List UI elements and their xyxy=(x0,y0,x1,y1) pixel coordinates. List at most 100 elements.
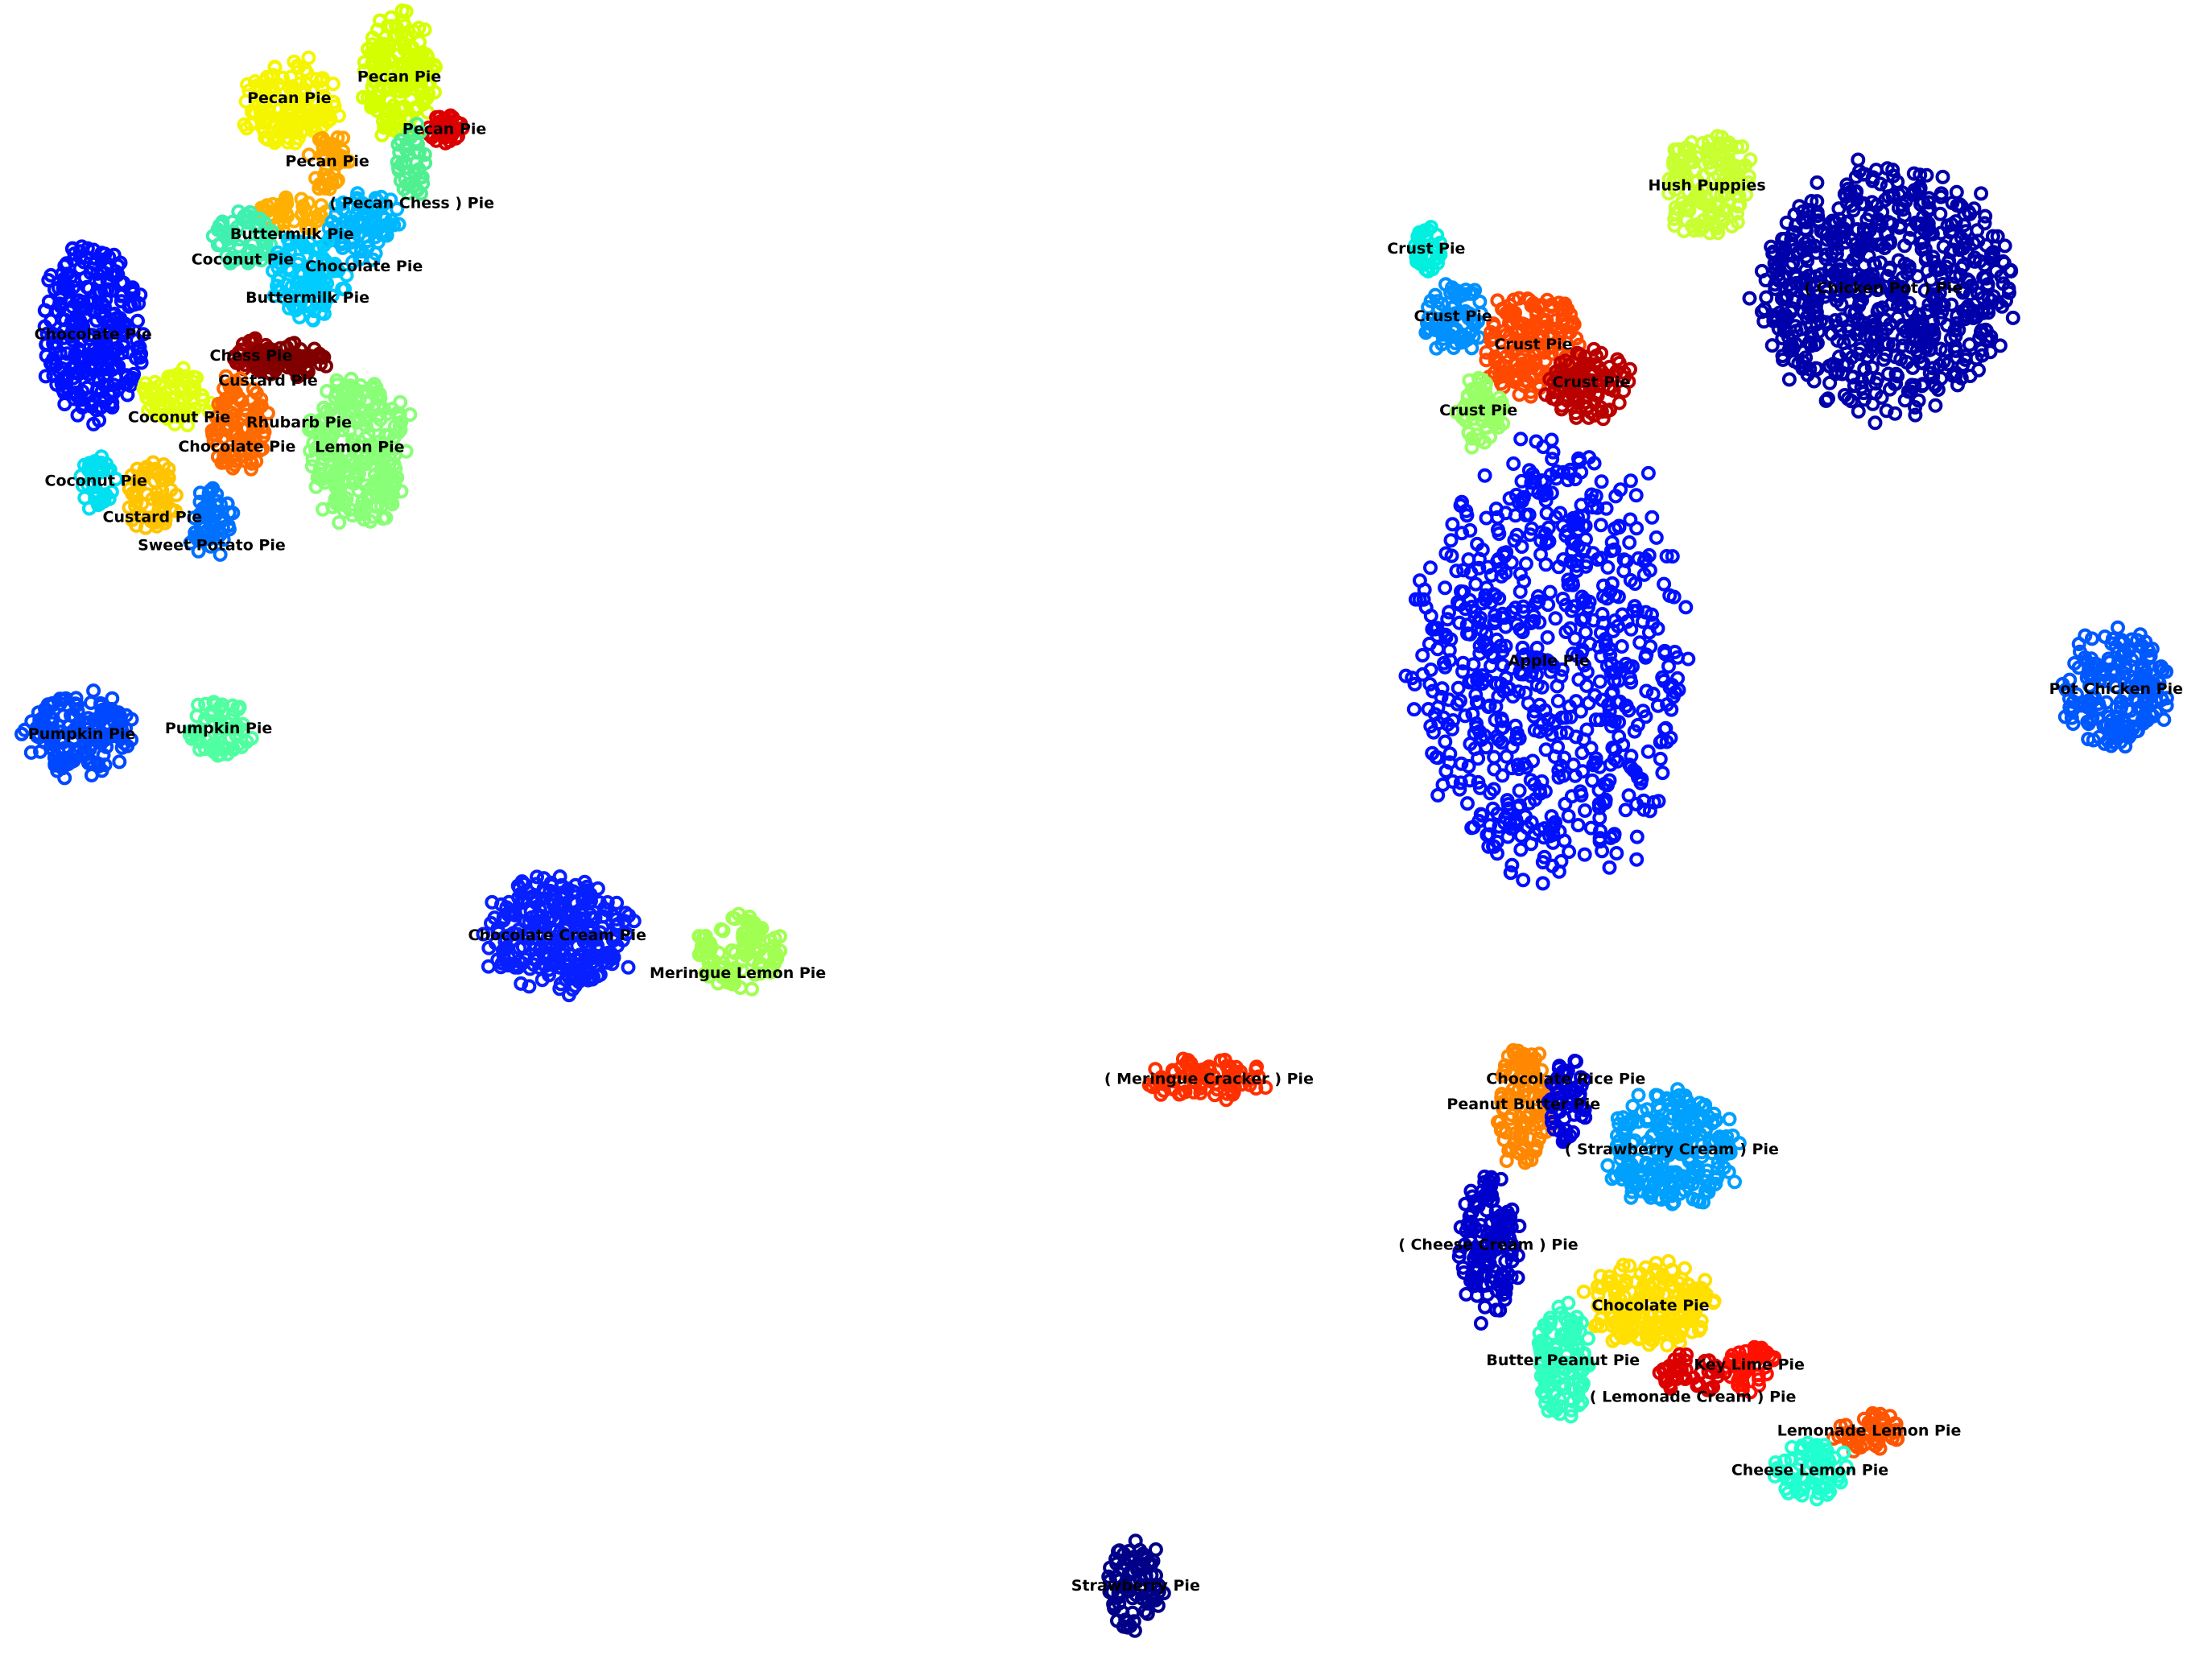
data-point xyxy=(1513,842,1529,857)
data-point xyxy=(46,336,61,351)
data-point xyxy=(191,697,206,712)
data-point xyxy=(352,411,367,425)
data-point xyxy=(1822,375,1838,390)
data-point xyxy=(745,981,759,997)
data-point xyxy=(72,392,88,407)
data-point xyxy=(1524,326,1539,341)
data-point xyxy=(293,100,307,115)
data-point xyxy=(1835,365,1851,381)
data-point xyxy=(501,905,517,920)
data-point xyxy=(1856,196,1872,211)
data-point xyxy=(245,334,260,349)
data-point xyxy=(600,955,615,970)
data-point xyxy=(1516,599,1531,614)
data-point xyxy=(183,535,198,551)
data-point xyxy=(1516,873,1531,888)
data-point xyxy=(394,3,410,19)
data-point xyxy=(84,768,99,782)
data-point xyxy=(1603,371,1619,386)
data-point xyxy=(312,181,327,196)
data-point xyxy=(225,427,240,443)
data-point xyxy=(372,386,387,402)
data-point xyxy=(97,730,112,745)
data-point xyxy=(1972,254,1987,269)
data-point xyxy=(121,320,136,335)
data-point xyxy=(609,895,625,910)
data-point xyxy=(368,97,383,112)
data-point xyxy=(86,683,101,699)
data-point xyxy=(1886,337,1901,353)
data-point xyxy=(370,488,385,503)
data-point xyxy=(510,878,526,894)
data-point xyxy=(1529,303,1544,318)
data-point xyxy=(1518,556,1533,572)
data-point xyxy=(737,927,752,942)
data-point xyxy=(78,351,93,366)
data-point xyxy=(1922,323,1938,338)
data-point xyxy=(1569,331,1584,346)
data-point xyxy=(84,398,99,414)
data-point xyxy=(324,288,340,303)
data-point xyxy=(1754,304,1769,320)
data-point xyxy=(382,38,397,53)
data-point xyxy=(1974,186,1989,201)
data-point xyxy=(1962,287,1978,302)
data-point xyxy=(1891,253,1906,268)
data-point xyxy=(1825,213,1840,229)
data-point xyxy=(1566,757,1581,773)
data-point xyxy=(110,267,126,283)
data-point xyxy=(1907,185,1922,200)
data-point xyxy=(1195,1062,1211,1077)
data-point xyxy=(1507,533,1522,548)
data-point xyxy=(101,326,116,341)
data-point xyxy=(379,407,394,422)
data-point xyxy=(1666,173,1681,188)
data-point xyxy=(41,697,56,712)
cluster-4 xyxy=(390,117,433,201)
cluster-9 xyxy=(37,239,151,431)
data-point xyxy=(340,225,355,240)
data-point xyxy=(526,957,541,972)
data-point xyxy=(309,253,324,268)
data-point xyxy=(758,948,773,964)
data-point xyxy=(1897,238,1913,254)
data-point xyxy=(297,81,312,97)
data-point xyxy=(163,370,178,385)
data-point xyxy=(1775,232,1790,246)
data-point xyxy=(398,155,413,170)
data-point xyxy=(1935,169,1950,184)
data-point xyxy=(412,35,427,50)
data-point xyxy=(363,489,378,505)
data-point xyxy=(698,929,713,943)
data-point xyxy=(576,969,591,984)
data-point xyxy=(1540,292,1555,307)
data-point xyxy=(559,909,575,924)
data-point xyxy=(1852,295,1867,310)
data-point xyxy=(1409,254,1424,269)
data-point xyxy=(255,441,270,456)
data-point xyxy=(1905,360,1921,375)
data-point xyxy=(1577,847,1592,862)
cluster-20 xyxy=(182,695,259,763)
data-point xyxy=(1578,803,1592,818)
data-point xyxy=(328,198,344,213)
data-point xyxy=(1659,549,1674,563)
data-point xyxy=(401,147,415,163)
data-point xyxy=(247,430,262,445)
data-point xyxy=(427,57,442,72)
data-point xyxy=(23,745,39,760)
data-point xyxy=(314,148,329,163)
data-point xyxy=(96,490,111,506)
data-point xyxy=(90,720,105,735)
data-point xyxy=(413,49,428,64)
data-point xyxy=(1430,228,1445,243)
data-point xyxy=(588,931,603,947)
data-point xyxy=(73,468,89,484)
data-point xyxy=(608,930,623,945)
data-point xyxy=(353,401,367,416)
data-point xyxy=(130,313,145,328)
data-point xyxy=(147,406,163,420)
data-point xyxy=(186,369,201,385)
data-point xyxy=(91,344,106,359)
data-point xyxy=(1765,246,1781,262)
